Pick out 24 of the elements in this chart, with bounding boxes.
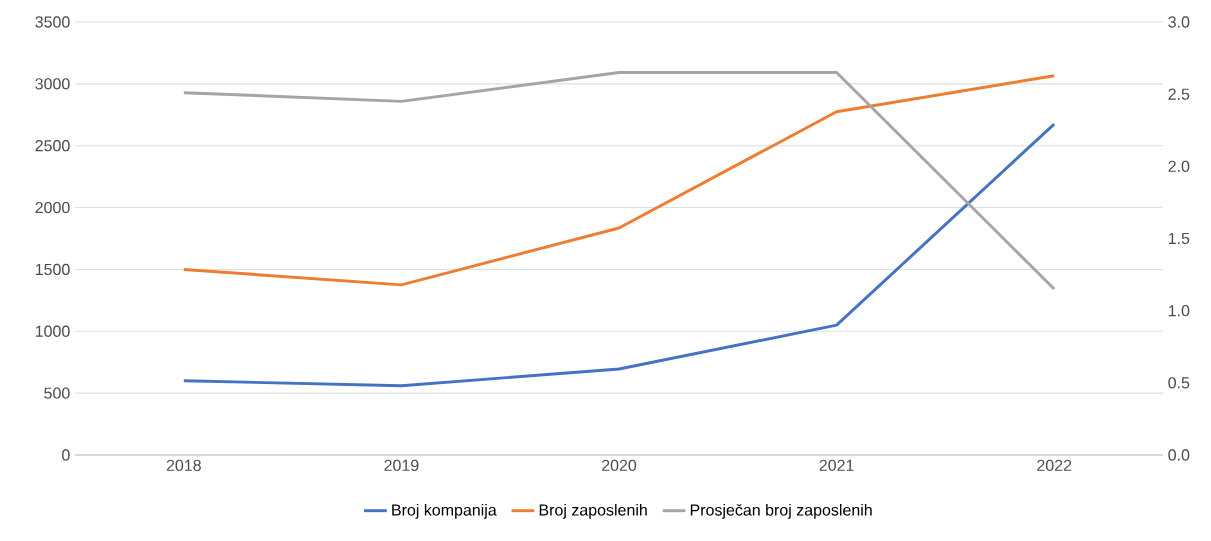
y-tick-label: 2500 [35,140,70,152]
y2-tick-label: 2.0 [1168,160,1190,172]
y-tick-label: 500 [44,387,70,399]
y2-tick-label: 2.5 [1168,88,1190,100]
y-tick-label: 2000 [35,201,70,214]
x-tick-label: 2018 [166,459,201,472]
y2-tick-label: 0.5 [1168,377,1190,389]
x-tick-label: 2019 [384,459,419,472]
y2-tick-label: 1.5 [1168,232,1190,245]
y-tick-label: 1500 [35,263,70,276]
y2-tick-label: 0.0 [1168,449,1190,461]
line-series [182,122,1056,388]
x-tick-label: 2020 [602,459,637,472]
x-tick-label: 2021 [819,459,854,472]
legend-label: Broj zaposlenih [539,503,647,519]
y-tick-label: 1000 [35,325,70,337]
x-tick-label: 2022 [1037,459,1072,472]
y-tick-label: 3500 [35,16,70,28]
y-tick-label: 3000 [35,78,70,90]
y2-tick-label: 3.0 [1168,16,1190,28]
y2-tick-label: 1.0 [1168,305,1190,317]
legend-label: Prosječan broj zaposlenih [690,503,872,519]
legend-label: Broj kompanija [392,503,497,519]
y-tick-label: 0 [62,449,70,461]
